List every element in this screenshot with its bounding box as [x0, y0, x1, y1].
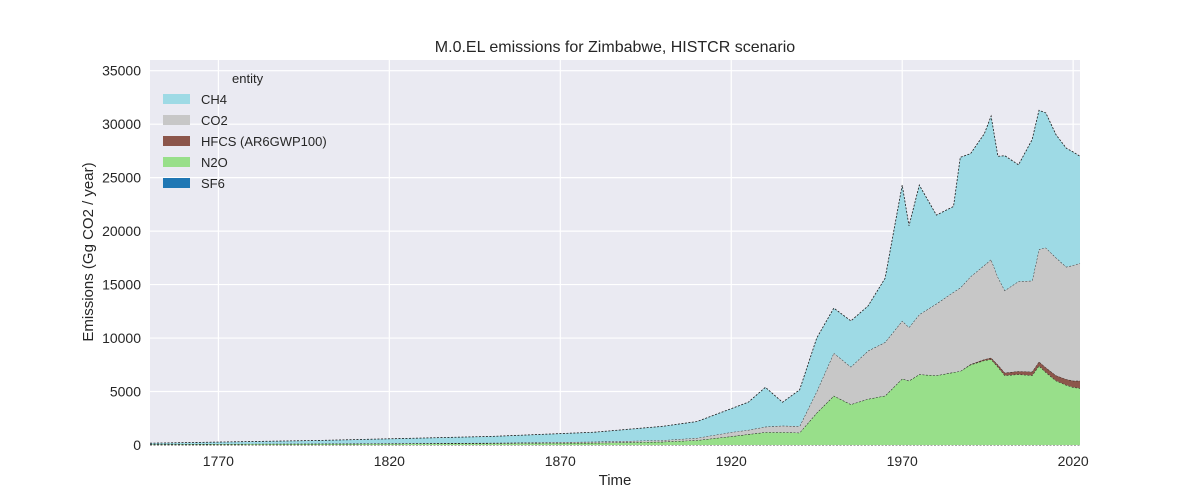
y-tick-label: 20000	[102, 223, 141, 239]
x-axis-title: Time	[599, 472, 632, 489]
stacked-areas	[149, 109, 1081, 446]
legend-label-co2: CO2	[201, 113, 228, 128]
legend-swatch-sf6	[163, 178, 190, 188]
legend-label-ch4: CH4	[201, 92, 227, 107]
y-tick-label: 5000	[110, 384, 141, 400]
x-tick-label: 1770	[203, 453, 234, 469]
y-tick-label: 25000	[102, 170, 141, 186]
line-n2o	[149, 358, 1081, 445]
legend-label-n2o: N2O	[201, 155, 228, 170]
x-tick-label: 2020	[1058, 453, 1089, 469]
y-axis-title: Emissions (Gg CO2 / year)	[80, 162, 97, 341]
legend-swatch-co2	[163, 115, 190, 125]
x-tick-label: 1870	[545, 453, 576, 469]
y-tick-label: 0	[133, 437, 141, 453]
line-co2	[149, 247, 1081, 445]
legend-swatch-ch4	[163, 94, 190, 104]
x-tick-label: 1820	[374, 453, 405, 469]
y-tick-label: 10000	[102, 330, 141, 346]
line-hfcs-ar6gwp100	[149, 357, 1080, 445]
x-axis-ticks: 1770 1820 1870 1920 1970 2020	[203, 453, 1089, 469]
y-tick-label: 15000	[102, 277, 141, 293]
legend-swatch-hfcs-ar6gwp100	[163, 136, 190, 146]
line-ch4	[149, 109, 1081, 444]
legend-label-sf6: SF6	[201, 176, 225, 191]
legend: entity CH4 CO2 HFCS (AR6GWP100) N2O SF6	[163, 71, 327, 191]
chart-title: M.0.EL emissions for Zimbabwe, HISTCR sc…	[435, 39, 796, 56]
y-tick-label: 30000	[102, 116, 141, 132]
legend-swatch-n2o	[163, 157, 190, 167]
legend-label-hfcs-ar6gwp100: HFCS (AR6GWP100)	[201, 134, 327, 149]
legend-title: entity	[232, 71, 264, 86]
y-tick-label: 35000	[102, 63, 141, 79]
area-co2	[150, 247, 1080, 445]
x-tick-label: 1920	[716, 453, 747, 469]
area-ch4	[150, 110, 1080, 445]
area-n2o	[150, 359, 1080, 445]
y-axis-ticks: 0 5000 10000 15000 20000 25000 30000 35000	[102, 63, 141, 453]
x-tick-label: 1970	[887, 453, 918, 469]
